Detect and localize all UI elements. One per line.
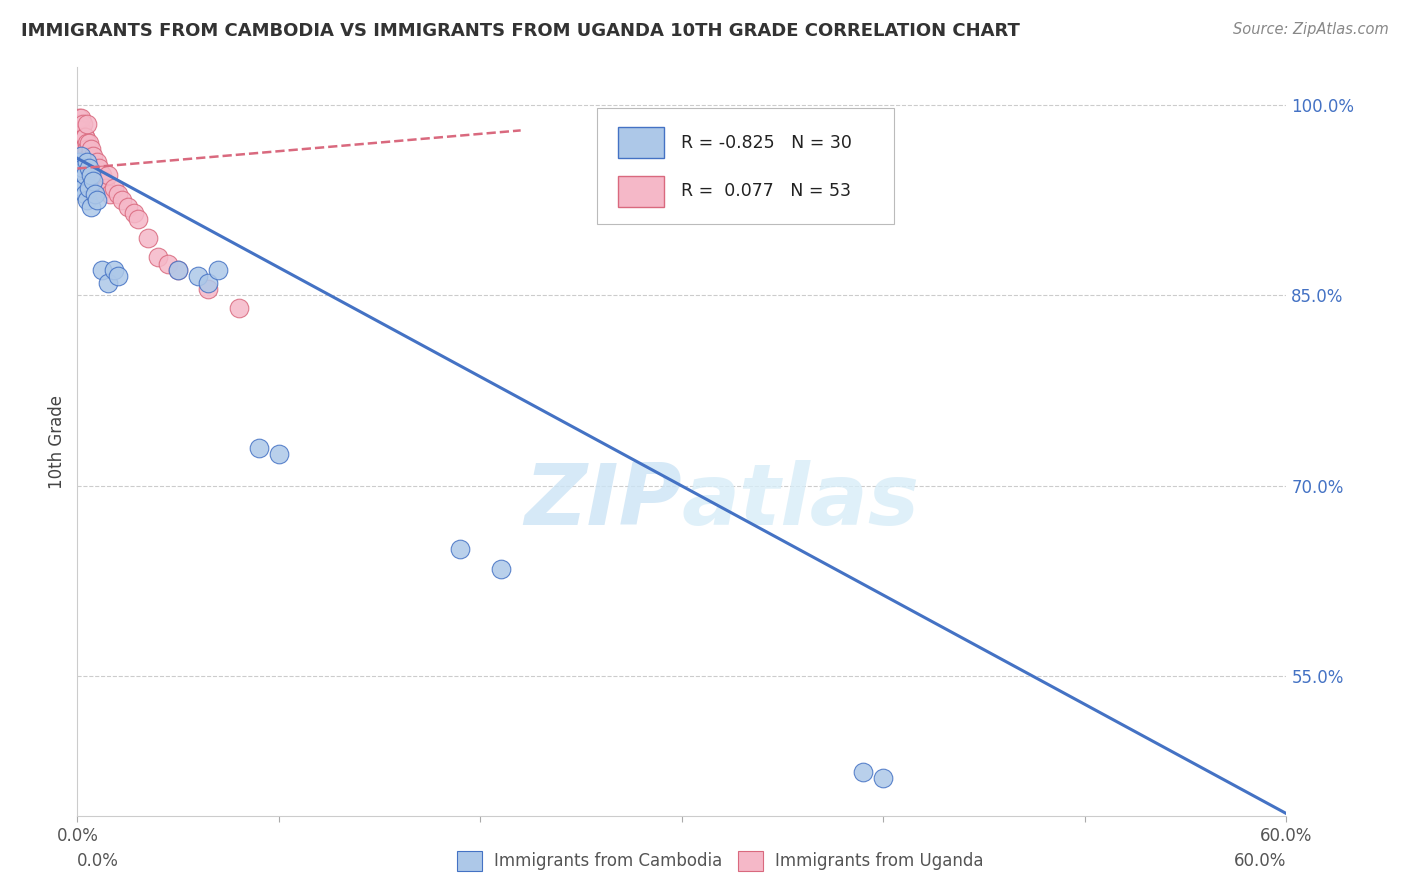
Point: [76, 155, 98, 169]
Point: [75, 129, 97, 144]
Text: IMMIGRANTS FROM CAMBODIA VS IMMIGRANTS FROM UGANDA 10TH GRADE CORRELATION CHART: IMMIGRANTS FROM CAMBODIA VS IMMIGRANTS F…: [21, 22, 1019, 40]
Point: [82, 168, 104, 182]
Point: [80, 161, 103, 176]
Bar: [738, 851, 763, 871]
Point: [70, 149, 93, 163]
Text: ZIP: ZIP: [524, 460, 682, 543]
Point: [75, 168, 97, 182]
Point: [79, 180, 101, 194]
Point: [103, 180, 125, 194]
Point: [82, 186, 104, 201]
Point: [72, 155, 94, 169]
Point: [136, 231, 159, 245]
Text: Source: ZipAtlas.com: Source: ZipAtlas.com: [1233, 22, 1389, 37]
FancyBboxPatch shape: [617, 176, 664, 207]
Point: [72, 161, 94, 176]
Point: [117, 200, 139, 214]
Point: [267, 447, 290, 461]
Point: [82, 149, 104, 163]
Point: [197, 276, 219, 290]
Point: [80, 174, 103, 188]
Point: [72, 143, 94, 157]
Point: [872, 771, 894, 785]
Point: [247, 441, 270, 455]
Point: [70, 174, 93, 188]
Point: [80, 168, 103, 182]
Point: [79, 161, 101, 176]
Text: 0.0%: 0.0%: [77, 852, 120, 870]
Point: [72, 129, 94, 144]
Point: [96, 168, 118, 182]
Point: [93, 174, 115, 188]
Point: [67, 111, 90, 125]
Point: [146, 251, 169, 265]
Point: [107, 186, 129, 201]
Point: [89, 161, 111, 176]
Point: [103, 263, 125, 277]
Point: [84, 186, 107, 201]
Point: [167, 263, 190, 277]
Point: [207, 263, 229, 277]
Point: [80, 200, 103, 214]
Point: [107, 269, 129, 284]
Point: [70, 136, 93, 150]
Point: [157, 257, 180, 271]
Point: [70, 111, 93, 125]
Point: [72, 117, 94, 131]
Point: [70, 123, 93, 137]
Point: [76, 136, 98, 150]
Point: [79, 136, 101, 150]
Point: [84, 161, 107, 176]
Text: 60.0%: 60.0%: [1234, 852, 1286, 870]
FancyBboxPatch shape: [617, 127, 664, 158]
Point: [70, 149, 93, 163]
Point: [76, 155, 98, 169]
Point: [111, 193, 134, 207]
Point: [90, 168, 112, 182]
Point: [489, 561, 512, 575]
Text: Immigrants from Cambodia: Immigrants from Cambodia: [494, 852, 721, 870]
Point: [82, 174, 104, 188]
Point: [86, 180, 108, 194]
Point: [75, 186, 97, 201]
Text: Immigrants from Uganda: Immigrants from Uganda: [775, 852, 983, 870]
Point: [852, 764, 875, 779]
Text: atlas: atlas: [682, 460, 920, 543]
Text: R =  0.077   N = 53: R = 0.077 N = 53: [681, 182, 851, 201]
Point: [449, 542, 471, 557]
Point: [197, 282, 219, 296]
Point: [167, 263, 190, 277]
Point: [79, 149, 101, 163]
Bar: [457, 851, 482, 871]
Point: [84, 174, 107, 188]
Point: [98, 186, 121, 201]
Y-axis label: 10th Grade: 10th Grade: [48, 394, 66, 489]
Point: [67, 129, 90, 144]
Text: R = -0.825   N = 30: R = -0.825 N = 30: [681, 134, 852, 152]
Point: [75, 168, 97, 182]
FancyBboxPatch shape: [598, 108, 894, 224]
Point: [67, 155, 90, 169]
Point: [67, 117, 90, 131]
Point: [72, 161, 94, 176]
Point: [76, 193, 98, 207]
Point: [86, 193, 108, 207]
Point: [228, 301, 250, 316]
Point: [187, 269, 209, 284]
Point: [79, 161, 101, 176]
Point: [94, 180, 117, 194]
Point: [90, 263, 112, 277]
Point: [75, 149, 97, 163]
Point: [76, 168, 98, 182]
Point: [80, 143, 103, 157]
Point: [75, 129, 97, 144]
Point: [86, 155, 108, 169]
Point: [127, 212, 149, 227]
Point: [76, 143, 98, 157]
Point: [76, 117, 98, 131]
Point: [79, 174, 101, 188]
Point: [122, 206, 145, 220]
Point: [96, 276, 118, 290]
Point: [72, 180, 94, 194]
